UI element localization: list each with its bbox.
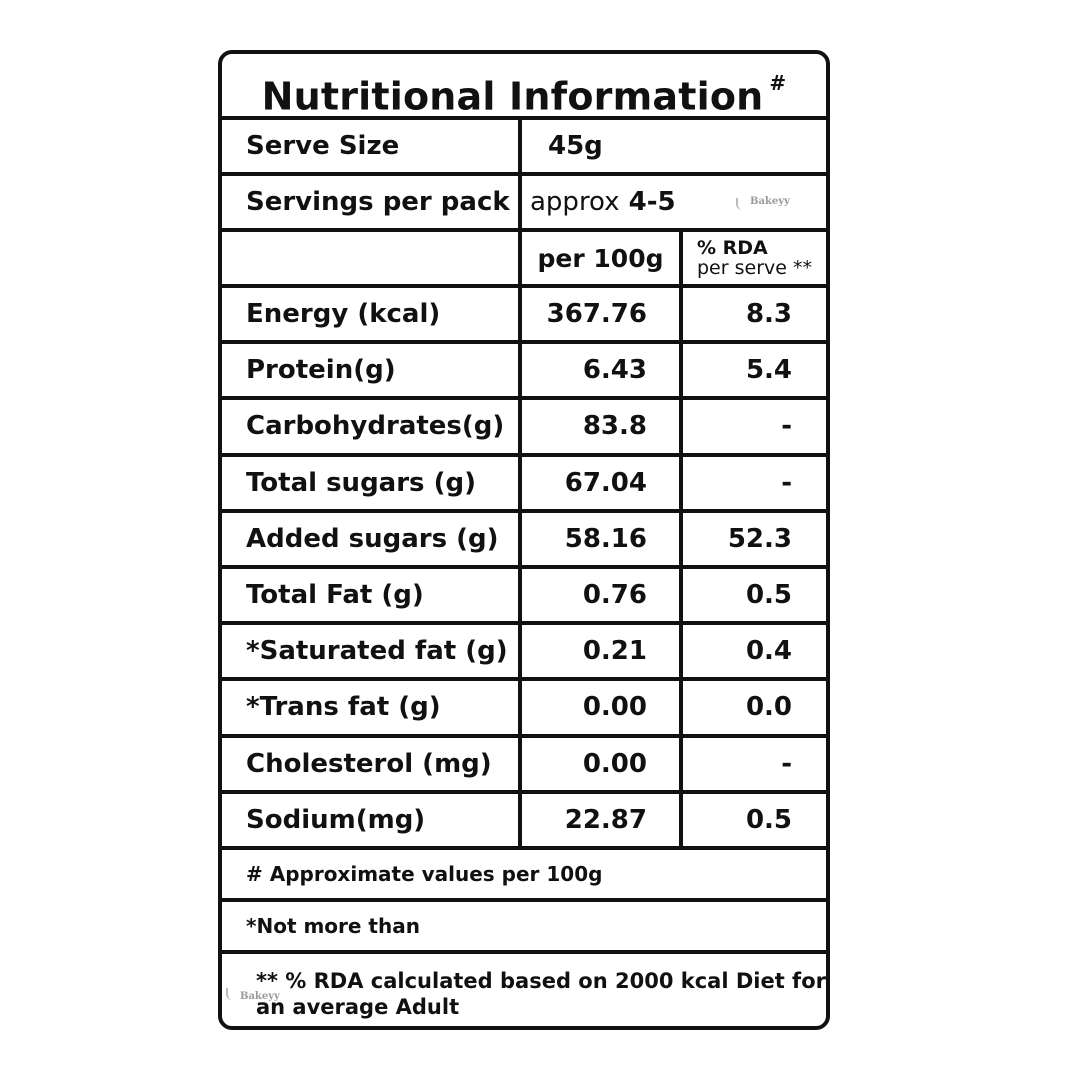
- column-header-row: per 100g % RDA per serve **: [222, 232, 826, 288]
- nutrition-panel: Nutritional Information # Serve Size 45g …: [218, 50, 830, 1030]
- note-not-more-than: *Not more than: [222, 902, 826, 954]
- nutrient-rda: -: [781, 467, 792, 498]
- nutrient-per100g: 367.76: [522, 288, 683, 341]
- watermark-leaf-icon: [736, 198, 748, 210]
- nutrient-rda: 52.3: [727, 523, 792, 554]
- nutrient-per100g: 0.76: [522, 569, 683, 622]
- nutrient-row: Carbohydrates(g) 83.8 -: [222, 400, 826, 457]
- nutrient-row: Total sugars (g) 67.04 -: [222, 456, 826, 513]
- nutrient-label: Total Fat (g): [222, 569, 522, 622]
- nutrient-per100g: 6.43: [522, 344, 683, 397]
- servings-row: Servings per pack approx 4-5 Bakeyy: [222, 176, 826, 232]
- nutrient-row: Energy (kcal) 367.76 8.3: [222, 288, 826, 345]
- nutrient-row: *Trans fat (g) 0.00 0.0: [222, 681, 826, 738]
- nutrient-label: *Saturated fat (g): [222, 625, 522, 678]
- servings-prefix: approx: [530, 187, 620, 217]
- nutrient-per100g: 58.16: [522, 512, 683, 565]
- nutrient-label: Protein(g): [222, 344, 522, 397]
- nutrient-per100g: 0.21: [522, 625, 683, 678]
- header-rda: % RDA per serve **: [683, 232, 826, 284]
- nutrient-row: Added sugars (g) 58.16 52.3: [222, 512, 826, 569]
- nutrient-label: Carbohydrates(g): [222, 400, 522, 453]
- nutrient-rda: 0.5: [745, 804, 792, 835]
- nutrient-row: Cholesterol (mg) 0.00 -: [222, 737, 826, 794]
- title-text: Nutritional Information: [261, 74, 764, 119]
- header-per100g: per 100g: [522, 232, 683, 284]
- serve-size-label: Serve Size: [222, 120, 522, 172]
- nutrient-rda: 0.5: [745, 580, 792, 611]
- serve-size-row: Serve Size 45g: [222, 120, 826, 176]
- servings-value: 4-5: [628, 187, 676, 217]
- servings-value-cell: approx 4-5 Bakeyy: [522, 176, 826, 228]
- panel-title: Nutritional Information #: [222, 54, 826, 120]
- nutrient-label: Added sugars (g): [222, 512, 522, 565]
- serve-size-value: 45g: [548, 131, 603, 161]
- nutrient-label: Sodium(mg): [222, 793, 522, 846]
- nutrient-rda: -: [781, 748, 792, 779]
- nutrient-per100g: 83.8: [522, 400, 683, 453]
- nutrient-rda: 0.4: [745, 636, 792, 667]
- nutrient-row: Protein(g) 6.43 5.4: [222, 344, 826, 401]
- nutrient-per100g: 0.00: [522, 737, 683, 790]
- watermark-2: Bakeyy: [240, 991, 280, 1002]
- nutrient-rda: 8.3: [745, 299, 792, 330]
- nutrient-per100g: 22.87: [522, 793, 683, 846]
- note-rda-line1: ** % RDA calculated based on 2000 kcal D…: [256, 969, 826, 993]
- nutrient-row: Sodium(mg) 22.87 0.5: [222, 793, 826, 850]
- header-rda-line2: per serve **: [697, 257, 812, 279]
- nutrient-rda: -: [781, 411, 792, 442]
- title-mark: #: [769, 71, 787, 95]
- nutrient-label: *Trans fat (g): [222, 681, 522, 734]
- nutrient-per100g: 0.00: [522, 681, 683, 734]
- servings-label: Servings per pack: [222, 176, 522, 228]
- header-blank-cell: [222, 232, 522, 284]
- note-rda-line2: an average Adult: [256, 995, 460, 1019]
- header-rda-line1: % RDA: [697, 237, 768, 259]
- nutrient-row: Total Fat (g) 0.76 0.5: [222, 569, 826, 626]
- note-approx: # Approximate values per 100g: [222, 850, 826, 902]
- nutrient-label: Energy (kcal): [222, 288, 522, 341]
- note-rda: ** % RDA calculated based on 2000 kcal D…: [222, 954, 826, 1026]
- watermark-leaf-icon-2: [226, 988, 238, 1000]
- nutrient-row: *Saturated fat (g) 0.21 0.4: [222, 625, 826, 682]
- nutrient-rda: 0.0: [745, 692, 792, 723]
- nutrient-rda: 5.4: [745, 355, 792, 386]
- nutrient-per100g: 67.04: [522, 456, 683, 509]
- watermark: Bakeyy: [750, 196, 790, 207]
- nutrient-label: Cholesterol (mg): [222, 737, 522, 790]
- nutrient-label: Total sugars (g): [222, 456, 522, 509]
